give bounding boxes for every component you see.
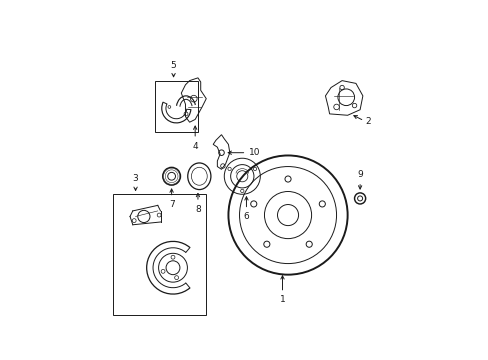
Text: 6: 6 bbox=[243, 212, 249, 221]
Text: 2: 2 bbox=[365, 117, 370, 126]
Text: 1: 1 bbox=[279, 296, 285, 305]
Text: 8: 8 bbox=[195, 205, 201, 214]
Text: 3: 3 bbox=[132, 174, 138, 183]
Bar bbox=[113, 194, 206, 315]
Bar bbox=[155, 81, 198, 132]
Text: 4: 4 bbox=[192, 141, 198, 150]
Text: 9: 9 bbox=[357, 170, 362, 179]
Text: 10: 10 bbox=[249, 148, 260, 157]
Text: 7: 7 bbox=[168, 201, 174, 210]
Text: 5: 5 bbox=[170, 60, 176, 69]
